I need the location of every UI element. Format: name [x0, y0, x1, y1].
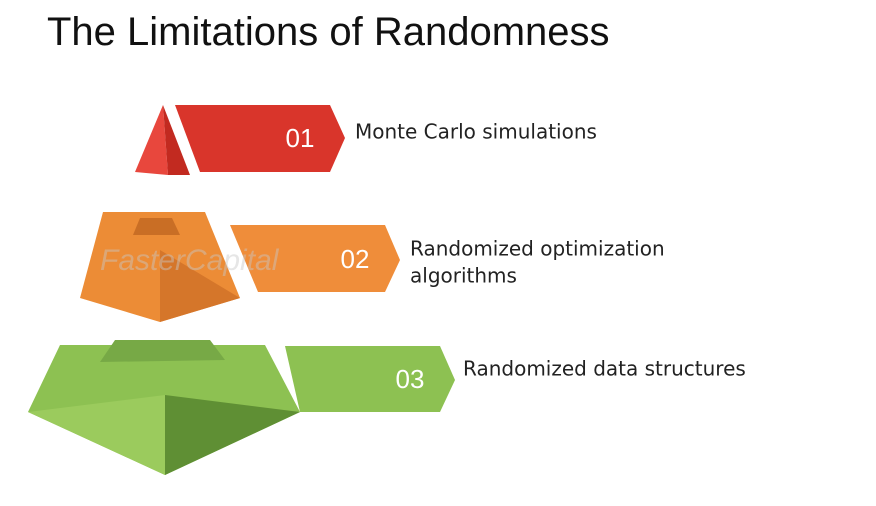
- arrow-3: [285, 346, 455, 412]
- item-number: 02: [341, 244, 370, 274]
- arrow-1: [175, 105, 345, 172]
- item-label: Monte Carlo simulations: [355, 120, 597, 144]
- pyramid-top-left: [135, 105, 168, 175]
- pyramid-bottom-hole: [100, 340, 225, 362]
- watermark: FasterCapital: [100, 244, 280, 277]
- arrow-2: [230, 225, 400, 292]
- pyramid-mid-hole: [133, 218, 180, 235]
- pyramid-bottom-left: [28, 395, 165, 475]
- pyramid-bottom-right: [165, 395, 300, 475]
- item-label: algorithms: [410, 264, 517, 288]
- title: The Limitations of Randomness: [47, 10, 610, 54]
- item-label: Randomized data structures: [463, 357, 746, 381]
- item-number: 01: [286, 123, 315, 153]
- pyramid-top-right: [163, 105, 190, 175]
- pyramid-mid-right: [160, 250, 240, 322]
- item-label: Randomized optimization: [410, 237, 665, 261]
- item-number: 03: [396, 364, 425, 394]
